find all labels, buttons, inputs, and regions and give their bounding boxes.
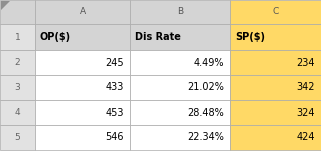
Bar — [0, 50, 35, 75]
Text: 3: 3 — [15, 83, 20, 92]
Bar — [0, 100, 35, 125]
Bar — [130, 125, 230, 150]
Bar — [230, 0, 321, 24]
Bar — [230, 24, 321, 50]
Text: 342: 342 — [297, 83, 315, 93]
Bar — [230, 75, 321, 100]
Text: 4.49%: 4.49% — [194, 57, 224, 67]
Text: 2: 2 — [15, 58, 20, 67]
Text: 5: 5 — [15, 133, 20, 142]
Bar — [230, 125, 321, 150]
Bar — [35, 24, 130, 50]
Bar — [0, 0, 35, 24]
Bar — [130, 75, 230, 100]
Bar — [35, 50, 130, 75]
Text: 234: 234 — [297, 57, 315, 67]
Bar — [230, 100, 321, 125]
Text: A: A — [79, 7, 86, 17]
Bar — [0, 75, 35, 100]
Text: 21.02%: 21.02% — [187, 83, 224, 93]
Bar — [35, 0, 130, 24]
Text: 546: 546 — [106, 133, 124, 143]
Text: 1: 1 — [15, 33, 20, 41]
Text: 22.34%: 22.34% — [187, 133, 224, 143]
Bar — [130, 0, 230, 24]
Text: Dis Rate: Dis Rate — [135, 32, 181, 42]
Text: B: B — [177, 7, 183, 17]
Bar — [130, 100, 230, 125]
Text: 433: 433 — [106, 83, 124, 93]
Bar — [130, 50, 230, 75]
Text: 4: 4 — [15, 108, 20, 117]
Bar — [35, 125, 130, 150]
Bar — [0, 125, 35, 150]
Bar — [130, 24, 230, 50]
Text: 28.48%: 28.48% — [187, 107, 224, 117]
Text: 424: 424 — [297, 133, 315, 143]
Text: OP($): OP($) — [40, 32, 71, 42]
Polygon shape — [1, 1, 10, 10]
Bar — [35, 75, 130, 100]
Text: SP($): SP($) — [235, 32, 265, 42]
Bar — [0, 24, 35, 50]
Text: 324: 324 — [297, 107, 315, 117]
Bar — [35, 100, 130, 125]
Text: 453: 453 — [106, 107, 124, 117]
Text: 245: 245 — [105, 57, 124, 67]
Text: C: C — [273, 7, 279, 17]
Bar — [230, 50, 321, 75]
